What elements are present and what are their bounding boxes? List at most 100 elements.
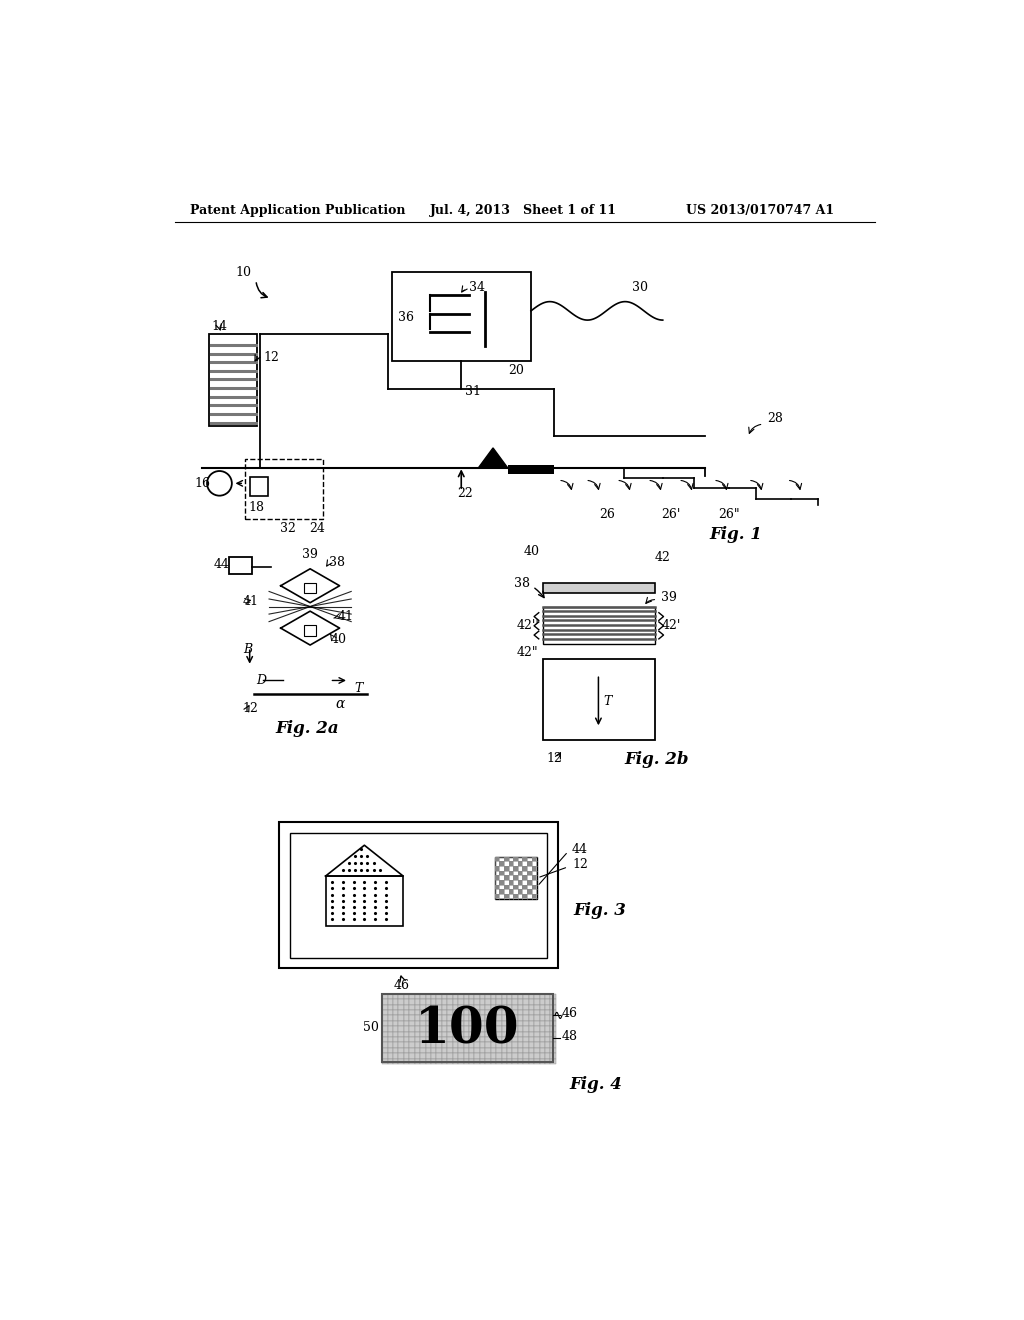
Bar xyxy=(410,1020,415,1026)
Text: T: T xyxy=(603,694,611,708)
Bar xyxy=(388,1005,393,1010)
Bar xyxy=(410,1032,415,1038)
Bar xyxy=(531,857,537,862)
Bar xyxy=(410,994,415,999)
Bar xyxy=(474,1020,480,1026)
Bar xyxy=(398,1005,403,1010)
Text: 39: 39 xyxy=(662,591,677,603)
Bar xyxy=(458,1059,464,1064)
Bar xyxy=(480,1010,485,1015)
Text: 24: 24 xyxy=(309,521,326,535)
Bar xyxy=(403,1048,410,1053)
Bar xyxy=(447,1048,453,1053)
Bar xyxy=(391,272,531,360)
Bar xyxy=(490,994,496,999)
Bar xyxy=(518,862,522,866)
Bar xyxy=(540,1059,545,1064)
Bar xyxy=(540,1010,545,1015)
Bar xyxy=(550,1059,556,1064)
Bar xyxy=(480,1026,485,1032)
Bar xyxy=(500,880,504,884)
Bar xyxy=(388,1015,393,1020)
Bar xyxy=(403,1043,410,1048)
Bar xyxy=(458,994,464,999)
Bar xyxy=(523,1005,528,1010)
Bar xyxy=(415,1059,420,1064)
Text: 16: 16 xyxy=(195,477,211,490)
Bar xyxy=(436,1020,442,1026)
Bar xyxy=(415,1032,420,1038)
Bar xyxy=(513,884,518,890)
Bar xyxy=(490,1059,496,1064)
Bar xyxy=(415,1005,420,1010)
Bar xyxy=(509,890,513,894)
Bar xyxy=(535,1059,540,1064)
Bar xyxy=(469,1026,474,1032)
Bar xyxy=(523,999,528,1005)
Bar xyxy=(410,1015,415,1020)
Bar xyxy=(545,1053,550,1059)
Bar xyxy=(458,1038,464,1043)
Bar xyxy=(469,1005,474,1010)
Bar xyxy=(490,1032,496,1038)
Bar xyxy=(228,557,252,574)
Bar xyxy=(436,1048,442,1053)
Bar xyxy=(496,1010,502,1015)
Bar xyxy=(426,1005,431,1010)
Bar xyxy=(528,1015,535,1020)
Bar xyxy=(458,1020,464,1026)
Bar xyxy=(393,999,398,1005)
Bar xyxy=(447,1015,453,1020)
Text: 100: 100 xyxy=(415,1006,520,1055)
Bar xyxy=(512,1032,518,1038)
Bar xyxy=(398,1059,403,1064)
Text: 42: 42 xyxy=(655,550,671,564)
Bar xyxy=(528,999,535,1005)
Bar xyxy=(431,1048,436,1053)
Bar xyxy=(545,1015,550,1020)
Bar xyxy=(426,1032,431,1038)
Bar xyxy=(504,875,509,880)
Bar xyxy=(420,1005,426,1010)
Bar xyxy=(382,1048,388,1053)
Bar xyxy=(518,1026,523,1032)
Bar xyxy=(531,866,537,871)
Bar xyxy=(403,1020,410,1026)
Bar xyxy=(393,1026,398,1032)
Bar xyxy=(420,1053,426,1059)
Bar xyxy=(403,1026,410,1032)
Bar xyxy=(398,1048,403,1053)
Bar xyxy=(403,1010,410,1015)
Bar xyxy=(545,1005,550,1010)
Bar xyxy=(304,626,316,636)
Bar xyxy=(426,1053,431,1059)
Bar xyxy=(469,1059,474,1064)
Bar xyxy=(442,1053,447,1059)
Text: 14: 14 xyxy=(212,319,227,333)
Bar xyxy=(436,1038,442,1043)
Bar xyxy=(393,1005,398,1010)
Bar xyxy=(523,994,528,999)
Text: 46: 46 xyxy=(562,1007,578,1019)
Bar xyxy=(393,1032,398,1038)
Bar xyxy=(502,1053,507,1059)
Bar xyxy=(550,1043,556,1048)
Bar xyxy=(495,866,500,871)
Bar xyxy=(550,1015,556,1020)
Text: 40: 40 xyxy=(331,634,347,647)
Bar xyxy=(512,999,518,1005)
Bar xyxy=(490,1026,496,1032)
Bar xyxy=(545,1043,550,1048)
Bar xyxy=(550,1032,556,1038)
Bar xyxy=(507,1053,512,1059)
Bar xyxy=(518,1048,523,1053)
Text: 46: 46 xyxy=(394,979,410,991)
Bar xyxy=(512,1005,518,1010)
Bar xyxy=(518,999,523,1005)
Bar xyxy=(420,1048,426,1053)
Bar xyxy=(545,1026,550,1032)
Bar xyxy=(398,1032,403,1038)
Bar xyxy=(496,1005,502,1010)
Bar xyxy=(523,1048,528,1053)
Bar xyxy=(403,999,410,1005)
